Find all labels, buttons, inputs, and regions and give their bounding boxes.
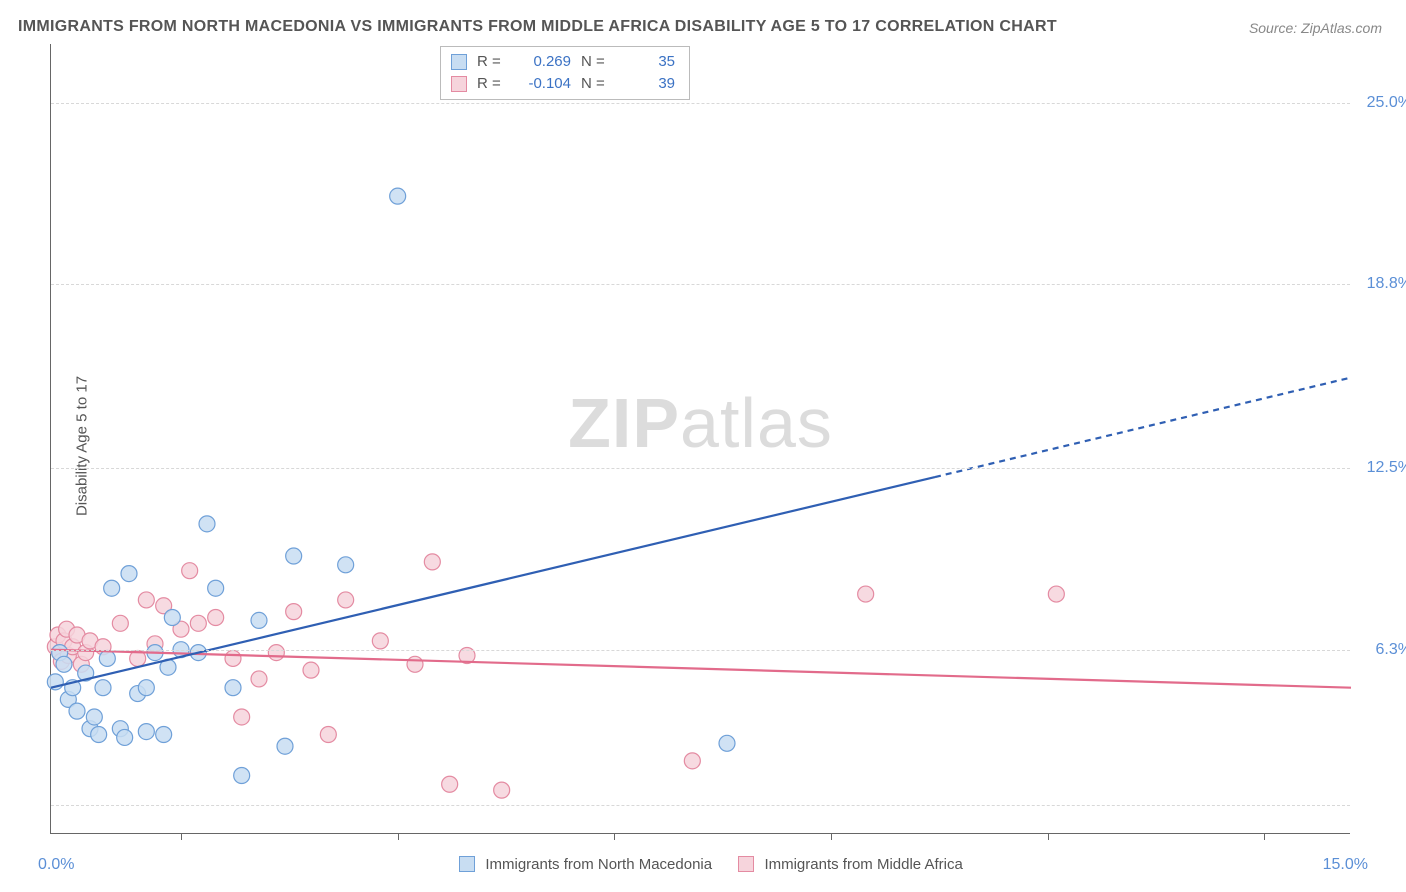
series-2-name: Immigrants from Middle Africa: [764, 856, 962, 873]
scatter-point: [338, 592, 354, 608]
chart-title: IMMIGRANTS FROM NORTH MACEDONIA VS IMMIG…: [18, 18, 1057, 36]
r-value-2: -0.104: [511, 73, 571, 95]
y-tick-label: 25.0%: [1367, 94, 1406, 112]
y-tick-label: 12.5%: [1367, 459, 1406, 477]
scatter-point: [234, 709, 250, 725]
scatter-point: [234, 767, 250, 783]
trend-line-dashed: [935, 378, 1351, 477]
n-label: N =: [581, 73, 605, 95]
x-tick: [1048, 833, 1049, 840]
scatter-point: [190, 615, 206, 631]
x-tick: [181, 833, 182, 840]
gridline: [51, 103, 1350, 104]
scatter-point: [69, 703, 85, 719]
scatter-point: [138, 724, 154, 740]
x-tick: [831, 833, 832, 840]
scatter-point: [182, 563, 198, 579]
scatter-point: [684, 753, 700, 769]
scatter-point: [442, 776, 458, 792]
scatter-point: [407, 656, 423, 672]
scatter-point: [251, 612, 267, 628]
correlation-legend: R = 0.269 N = 35 R = -0.104 N = 39: [440, 46, 690, 100]
scatter-point: [277, 738, 293, 754]
scatter-point: [251, 671, 267, 687]
scatter-svg: [51, 44, 1350, 833]
scatter-point: [225, 680, 241, 696]
legend-swatch-blue: [451, 54, 467, 70]
series-1-name: Immigrants from North Macedonia: [485, 856, 712, 873]
scatter-point: [303, 662, 319, 678]
gridline: [51, 805, 1350, 806]
scatter-point: [199, 516, 215, 532]
scatter-point: [138, 592, 154, 608]
series-legend: Immigrants from North Macedonia Immigran…: [50, 856, 1350, 873]
scatter-point: [208, 580, 224, 596]
scatter-point: [56, 656, 72, 672]
scatter-point: [164, 609, 180, 625]
scatter-point: [320, 727, 336, 743]
gridline: [51, 284, 1350, 285]
scatter-point: [424, 554, 440, 570]
legend-row-series-1: R = 0.269 N = 35: [451, 51, 675, 73]
scatter-point: [99, 650, 115, 666]
chart-container: IMMIGRANTS FROM NORTH MACEDONIA VS IMMIG…: [0, 0, 1406, 892]
scatter-point: [858, 586, 874, 602]
r-label: R =: [477, 51, 501, 73]
n-value-2: 39: [615, 73, 675, 95]
scatter-point: [112, 615, 128, 631]
scatter-point: [372, 633, 388, 649]
scatter-point: [1048, 586, 1064, 602]
scatter-point: [156, 727, 172, 743]
r-value-1: 0.269: [511, 51, 571, 73]
legend-swatch-pink: [451, 76, 467, 92]
source-label: Source: ZipAtlas.com: [1249, 20, 1382, 36]
legend-swatch-pink: [738, 856, 754, 872]
n-label: N =: [581, 51, 605, 73]
scatter-point: [138, 680, 154, 696]
scatter-point: [719, 735, 735, 751]
n-value-1: 35: [615, 51, 675, 73]
scatter-point: [121, 566, 137, 582]
scatter-point: [338, 557, 354, 573]
scatter-point: [86, 709, 102, 725]
legend-swatch-blue: [459, 856, 475, 872]
legend-row-series-2: R = -0.104 N = 39: [451, 73, 675, 95]
gridline: [51, 650, 1350, 651]
scatter-point: [268, 645, 284, 661]
plot-area: ZIPatlas 6.3%12.5%18.8%25.0%: [50, 44, 1350, 834]
y-tick-label: 6.3%: [1376, 641, 1406, 659]
trend-line: [51, 477, 935, 688]
scatter-point: [286, 548, 302, 564]
r-label: R =: [477, 73, 501, 95]
scatter-point: [286, 604, 302, 620]
scatter-point: [390, 188, 406, 204]
scatter-point: [225, 650, 241, 666]
x-tick: [614, 833, 615, 840]
scatter-point: [494, 782, 510, 798]
scatter-point: [95, 680, 111, 696]
y-tick-label: 18.8%: [1367, 275, 1406, 293]
x-tick: [398, 833, 399, 840]
x-tick: [1264, 833, 1265, 840]
scatter-point: [117, 729, 133, 745]
scatter-point: [208, 609, 224, 625]
gridline: [51, 468, 1350, 469]
scatter-point: [104, 580, 120, 596]
trend-line: [51, 650, 1351, 688]
scatter-point: [91, 727, 107, 743]
